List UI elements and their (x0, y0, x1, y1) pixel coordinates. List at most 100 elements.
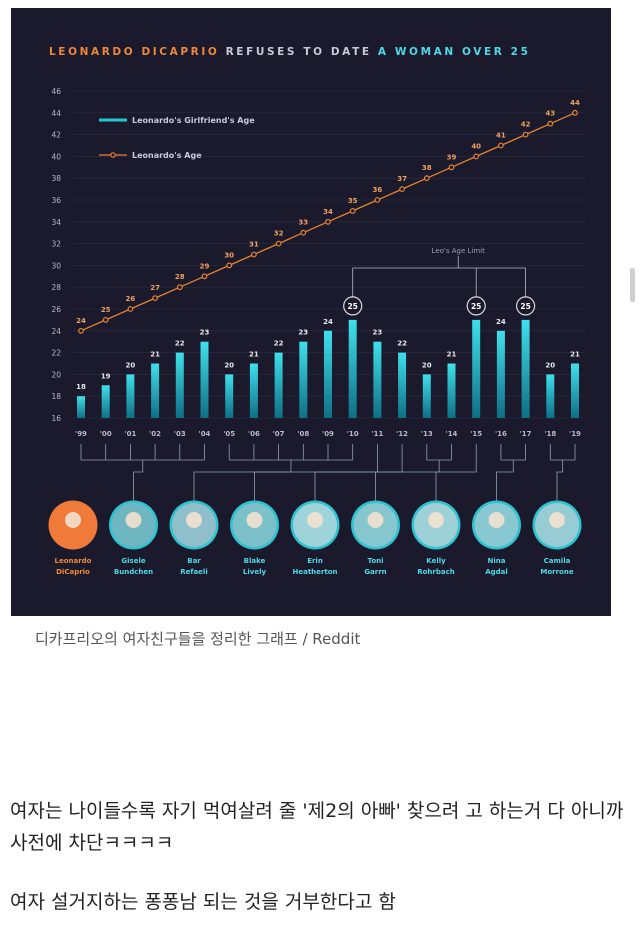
bar (249, 363, 258, 418)
x-tick-label: '10 (347, 430, 359, 438)
age-limit-circle (466, 296, 486, 316)
x-tick-label: '16 (495, 430, 507, 438)
bar (398, 352, 407, 418)
bar (77, 396, 85, 418)
line-point (572, 109, 578, 116)
line-point-label: 39 (447, 153, 457, 161)
line-point (226, 262, 233, 269)
x-tick-label: '15 (470, 430, 482, 438)
x-tick-label: '02 (149, 430, 161, 438)
line-point-label: 40 (471, 142, 481, 150)
person-avatar-face (125, 512, 142, 528)
y-tick-label: 22 (51, 349, 61, 358)
y-tick-label: 18 (51, 392, 61, 401)
x-tick-label: '17 (520, 430, 532, 438)
y-tick-label: 30 (51, 261, 61, 270)
person-connector (556, 460, 564, 503)
bar-value-label: 21 (249, 351, 259, 359)
x-tick-label: '09 (322, 430, 334, 438)
line-point (498, 142, 504, 149)
chart-title: LEONARDO DICAPRIO REFUSES TO DATE A WOMA… (49, 46, 531, 58)
line-point (325, 218, 331, 225)
x-tick-label: '18 (544, 430, 556, 438)
line-point (250, 251, 257, 258)
bar-value-label: 18 (76, 383, 86, 391)
bar (299, 341, 308, 418)
person-name-first: Toni (367, 557, 383, 565)
line-point (448, 164, 455, 171)
x-tick-label: '13 (421, 430, 433, 438)
line-point (275, 240, 282, 247)
bar (151, 363, 160, 418)
bar-value-label: 23 (298, 329, 308, 337)
x-tick-label: '99 (75, 430, 87, 438)
line-point-label: 24 (76, 317, 86, 325)
age-limit-label: Leo's Age Limit (432, 247, 486, 255)
legend-swatch-marker (110, 152, 116, 158)
bar-value-label: 23 (200, 329, 210, 337)
person-name-last: Bundchen (114, 568, 153, 576)
person-name-first: Bar (187, 557, 201, 565)
line-point-label: 26 (126, 295, 136, 303)
person-avatar-face (367, 512, 384, 528)
person-avatar-face (246, 512, 263, 528)
legend-label-line: Leonardo's Age (132, 151, 202, 160)
person-name-first: Nina (488, 557, 506, 565)
bar-value-label: 20 (224, 361, 234, 369)
image-caption: 디카프리오의 여자친구들을 정리한 그래프 / Reddit (35, 630, 361, 648)
person-name-first: Gisele (121, 557, 145, 565)
chart-title-part: REFUSES TO DATE (219, 46, 371, 58)
line-point-label: 44 (570, 99, 580, 107)
person-connector (193, 460, 292, 503)
bar (373, 341, 382, 418)
x-tick-label: '08 (297, 430, 309, 438)
line-point (522, 131, 529, 138)
line-point (473, 153, 480, 160)
chart-panel: LEONARDO DICAPRIO REFUSES TO DATE A WOMA… (11, 8, 611, 616)
bar (546, 374, 555, 418)
bar (521, 319, 530, 418)
person-avatar-face (65, 512, 81, 528)
line-point-label: 37 (397, 175, 407, 183)
y-tick-label: 32 (51, 240, 61, 249)
bar (348, 319, 357, 418)
y-tick-label: 26 (51, 305, 61, 314)
person-connector (496, 460, 514, 503)
line-point-label: 42 (521, 121, 531, 129)
x-tick-label: '06 (248, 430, 260, 438)
bar (571, 363, 579, 418)
post-paragraph-2: 여자 설거지하는 퐁퐁남 되는 것을 거부한다고 함 (10, 891, 396, 913)
y-tick-label: 34 (51, 218, 61, 227)
person-name-last: Garrn (364, 568, 386, 576)
age-limit-circle-label: 25 (471, 302, 481, 311)
bar-value-label: 20 (422, 361, 432, 369)
bar-value-label: 23 (373, 329, 383, 337)
line-point (152, 295, 159, 302)
bar (101, 385, 110, 418)
line-point (300, 229, 307, 236)
bar-value-label: 20 (126, 361, 136, 369)
line-point-label: 41 (496, 132, 506, 140)
x-tick-label: '19 (569, 430, 581, 438)
line-point-label: 29 (200, 262, 210, 270)
person-connector (133, 460, 144, 503)
x-tick-label: '12 (396, 430, 408, 438)
bar (126, 374, 135, 418)
line-point-label: 34 (323, 208, 333, 216)
person-name-first: Kelly (426, 557, 446, 565)
line-point (176, 284, 183, 291)
line-point (201, 273, 208, 280)
person-name-first: Camila (544, 557, 571, 565)
age-limit-circle (515, 296, 536, 316)
x-tick-label: '11 (371, 430, 383, 438)
line-point-label: 28 (175, 273, 185, 281)
person-avatar-face (428, 512, 444, 528)
person-connector (314, 460, 403, 503)
y-tick-label: 40 (51, 152, 61, 161)
line-point-label: 25 (101, 306, 111, 314)
bar (447, 363, 456, 418)
x-tick-label: '14 (446, 430, 458, 438)
line-point-label: 36 (373, 186, 383, 194)
person-avatar-face (186, 512, 202, 528)
scrollbar[interactable] (630, 268, 635, 302)
